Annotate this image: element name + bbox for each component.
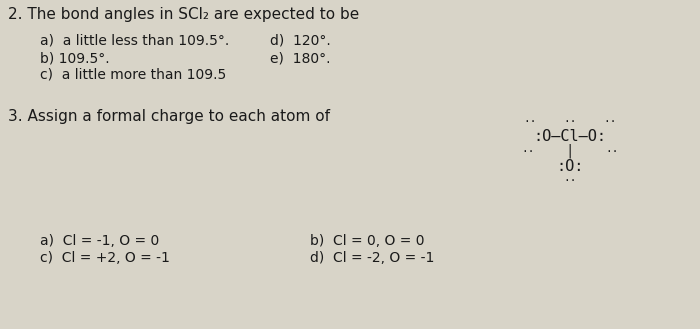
Text: ..: .. (564, 173, 577, 183)
Text: ..: .. (524, 114, 537, 124)
Text: b)  Cl = 0, O = 0: b) Cl = 0, O = 0 (310, 234, 424, 248)
Text: b) 109.5°.: b) 109.5°. (40, 51, 110, 65)
Text: d)  Cl = -2, O = -1: d) Cl = -2, O = -1 (310, 251, 435, 265)
Text: 2. The bond angles in SCl₂ are expected to be: 2. The bond angles in SCl₂ are expected … (8, 7, 359, 22)
Text: :O—Cl—O:: :O—Cl—O: (533, 129, 606, 144)
Text: a)  a little less than 109.5°.: a) a little less than 109.5°. (40, 34, 230, 48)
Text: ..: .. (603, 114, 617, 124)
Text: e)  180°.: e) 180°. (270, 51, 330, 65)
Text: d)  120°.: d) 120°. (270, 34, 330, 48)
Text: c)  Cl = +2, O = -1: c) Cl = +2, O = -1 (40, 251, 170, 265)
Text: |: | (566, 144, 574, 159)
Text: ..: .. (564, 114, 577, 124)
Text: 3. Assign a formal charge to each atom of: 3. Assign a formal charge to each atom o… (8, 109, 330, 124)
Text: ..: .. (606, 144, 619, 154)
Text: a)  Cl = -1, O = 0: a) Cl = -1, O = 0 (40, 234, 160, 248)
Text: :O:: :O: (556, 159, 584, 174)
Text: c)  a little more than 109.5: c) a little more than 109.5 (40, 68, 226, 82)
Text: ..: .. (522, 144, 535, 154)
